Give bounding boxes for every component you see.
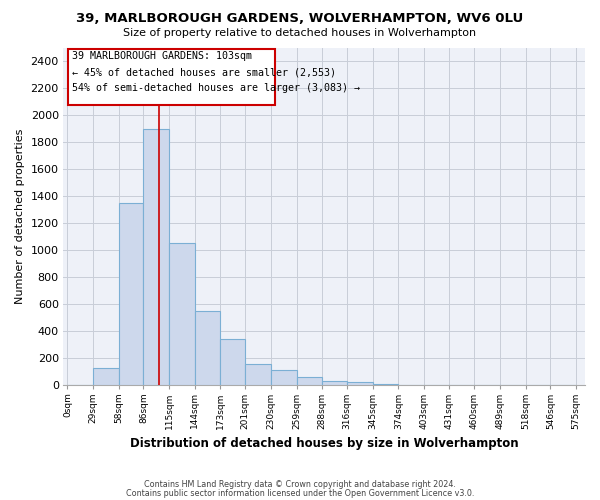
X-axis label: Distribution of detached houses by size in Wolverhampton: Distribution of detached houses by size …: [130, 437, 518, 450]
Bar: [373, 384, 398, 386]
Text: 54% of semi-detached houses are larger (3,083) →: 54% of semi-detached houses are larger (…: [72, 84, 360, 94]
Text: Contains public sector information licensed under the Open Government Licence v3: Contains public sector information licen…: [126, 488, 474, 498]
Bar: [93, 368, 119, 386]
Bar: [119, 203, 143, 386]
Text: Contains HM Land Registry data © Crown copyright and database right 2024.: Contains HM Land Registry data © Crown c…: [144, 480, 456, 489]
Text: Size of property relative to detached houses in Wolverhampton: Size of property relative to detached ho…: [124, 28, 476, 38]
Bar: [398, 384, 424, 386]
Text: 39 MARLBOROUGH GARDENS: 103sqm: 39 MARLBOROUGH GARDENS: 103sqm: [72, 52, 252, 62]
Bar: [68, 49, 275, 105]
Bar: [195, 311, 220, 386]
Bar: [169, 244, 195, 386]
Bar: [271, 370, 296, 386]
Bar: [347, 382, 373, 386]
Bar: [143, 128, 169, 386]
Bar: [322, 382, 347, 386]
Y-axis label: Number of detached properties: Number of detached properties: [15, 128, 25, 304]
Bar: [220, 340, 245, 386]
Bar: [296, 377, 322, 386]
Bar: [245, 364, 271, 386]
Text: 39, MARLBOROUGH GARDENS, WOLVERHAMPTON, WV6 0LU: 39, MARLBOROUGH GARDENS, WOLVERHAMPTON, …: [76, 12, 524, 26]
Text: ← 45% of detached houses are smaller (2,553): ← 45% of detached houses are smaller (2,…: [72, 68, 336, 78]
